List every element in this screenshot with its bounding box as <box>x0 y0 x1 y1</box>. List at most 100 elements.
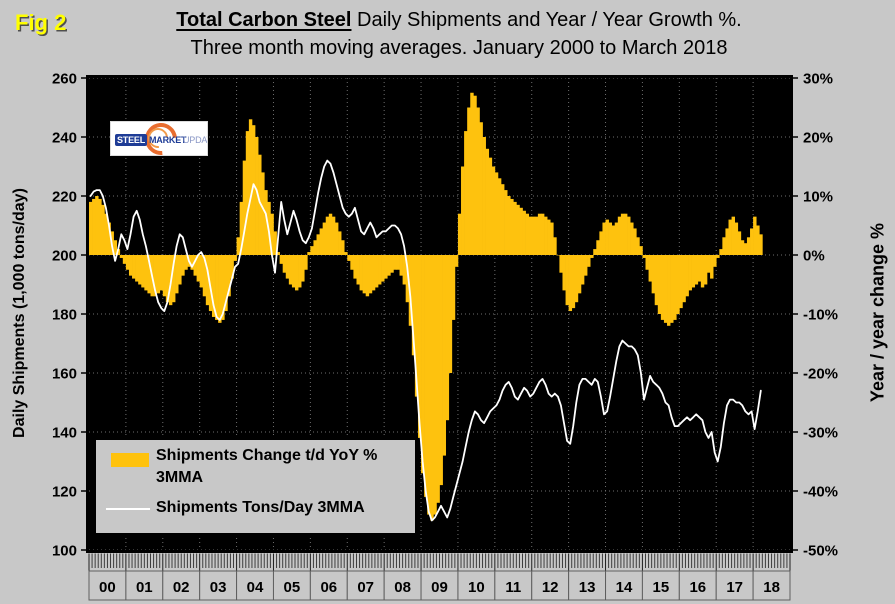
yoy-bar <box>485 148 490 255</box>
right-axis-tick-label: 10% <box>803 189 833 206</box>
yoy-bar <box>657 255 662 314</box>
yoy-bar <box>215 255 219 320</box>
yoy-bar <box>95 196 99 255</box>
yoy-bar <box>421 255 425 474</box>
yoy-bar <box>334 222 339 255</box>
yoy-bar <box>596 240 600 255</box>
yoy-bar <box>519 207 523 255</box>
yoy-bar <box>301 255 305 282</box>
yoy-bar <box>371 255 376 291</box>
yoy-bar <box>574 255 579 303</box>
yoy-bar <box>497 178 502 255</box>
yoy-bar <box>602 222 606 255</box>
year-cell <box>678 570 717 601</box>
year-cell <box>752 570 791 601</box>
yoy-bar <box>427 255 431 515</box>
yoy-bar <box>580 255 585 285</box>
left-axis-tick-label: 120 <box>52 484 77 501</box>
yoy-bar <box>611 225 616 255</box>
yoy-bar <box>676 255 680 314</box>
yoy-bar <box>568 255 573 312</box>
yoy-bar <box>451 255 456 320</box>
yoy-bar <box>417 255 422 438</box>
yoy-bar <box>510 198 514 255</box>
yoy-bar <box>128 255 133 276</box>
yoy-bar <box>190 255 194 270</box>
yoy-bar <box>208 255 213 312</box>
yoy-bar <box>162 255 167 297</box>
yoy-bar <box>562 255 566 291</box>
chart-title-rest: Daily Shipments and Year / Year Growth %… <box>351 9 742 31</box>
yoy-bar <box>270 213 274 255</box>
year-label: 04 <box>247 579 264 596</box>
year-cell <box>236 570 274 601</box>
yoy-bar <box>504 190 508 255</box>
yoy-bar <box>153 255 157 297</box>
year-label: 00 <box>99 579 116 596</box>
yoy-bar <box>98 198 102 255</box>
year-label: 09 <box>431 579 448 596</box>
year-cell <box>272 570 311 601</box>
yoy-bar <box>331 216 336 255</box>
yoy-bar <box>633 228 637 255</box>
yoy-bar <box>559 255 563 273</box>
yoy-bar <box>116 249 121 255</box>
right-axis-title: Year / year change % <box>867 222 888 403</box>
yoy-bar <box>233 255 237 261</box>
yoy-bar <box>248 119 253 255</box>
yoy-bar <box>507 196 511 255</box>
yoy-bar <box>291 255 296 288</box>
yoy-bar <box>227 255 231 297</box>
yoy-bar <box>494 172 499 255</box>
yoy-bar <box>319 228 324 255</box>
year-label: 02 <box>173 579 190 596</box>
yoy-bar <box>353 255 357 279</box>
yoy-bar <box>439 255 443 486</box>
left-axis-tick-label: 240 <box>52 130 77 147</box>
yoy-bar <box>381 255 385 282</box>
yoy-bar <box>172 255 176 303</box>
yoy-bar <box>132 255 136 279</box>
plot-border <box>86 75 793 553</box>
yoy-bar <box>147 255 151 294</box>
steel-market-update-logo: STEEL MARKET UPDATE <box>110 121 208 156</box>
yoy-bar <box>467 107 471 255</box>
yoy-bar <box>255 137 259 255</box>
yoy-bar <box>414 255 419 397</box>
yoy-bar <box>694 255 699 285</box>
yoy-bar <box>740 240 745 255</box>
yoy-bar <box>393 255 397 270</box>
yoy-bar <box>433 255 437 515</box>
yoy-bar <box>396 255 400 270</box>
yoy-bar <box>608 222 613 255</box>
yoy-bar <box>577 255 582 294</box>
yoy-bar <box>476 107 480 255</box>
yoy-bar <box>667 255 671 326</box>
year-label: 06 <box>320 579 337 596</box>
yoy-bar <box>387 255 391 276</box>
yoy-bar <box>700 255 705 288</box>
yoy-bar <box>285 255 290 279</box>
left-axis-tick-label: 140 <box>52 425 77 442</box>
yoy-bar <box>743 243 748 255</box>
yoy-bar <box>276 252 280 255</box>
yoy-bar <box>627 216 631 255</box>
yoy-bar <box>279 255 284 264</box>
yoy-bar <box>448 255 453 373</box>
left-axis-tick-label: 260 <box>52 71 77 88</box>
yoy-bar <box>540 213 545 255</box>
yoy-bar <box>374 255 379 288</box>
left-axis-title: Daily Shipments (1,000 tons/day) <box>11 188 28 438</box>
chart-title: Total Carbon Steel Daily Shipments and Y… <box>85 6 833 62</box>
year-label: 15 <box>653 579 670 596</box>
yoy-bar <box>181 255 185 276</box>
yoy-bar <box>636 237 640 255</box>
yoy-bar <box>454 255 459 267</box>
yoy-bar <box>107 222 111 255</box>
yoy-bar <box>347 255 351 261</box>
chart-title-line1: Total Carbon Steel Daily Shipments and Y… <box>85 6 833 34</box>
yoy-bar <box>251 125 256 255</box>
yoy-bar <box>378 255 382 285</box>
year-cell <box>715 570 754 601</box>
yoy-bar <box>261 172 265 255</box>
